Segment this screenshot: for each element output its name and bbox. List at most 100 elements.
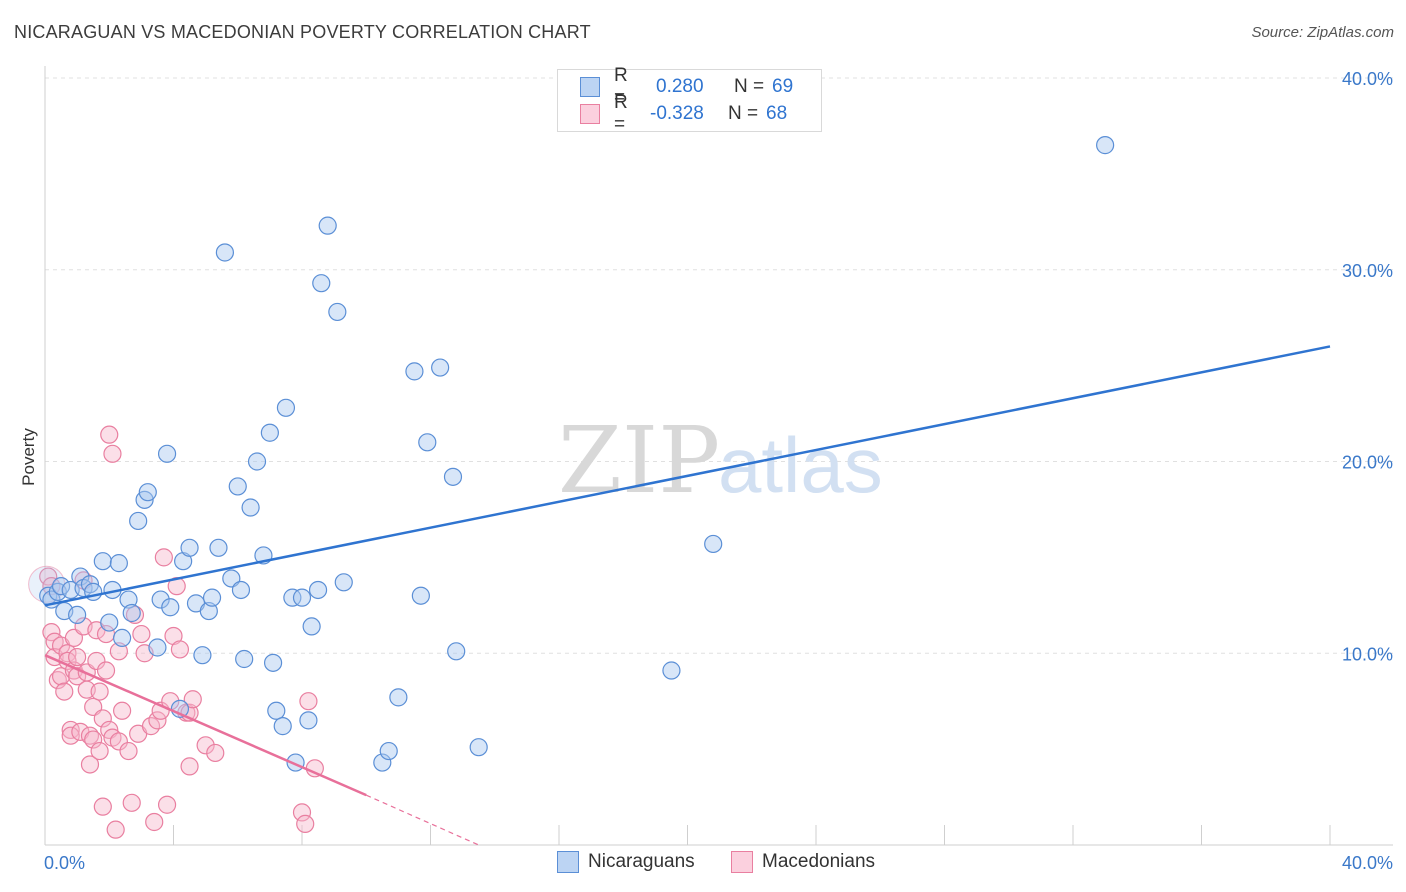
nicaraguan-point	[267, 701, 286, 720]
n-label: N =	[728, 103, 759, 124]
legend-item-macedonians[interactable]: Macedonians	[731, 851, 875, 873]
nicaraguan-point	[418, 433, 437, 452]
r-label: R =	[614, 92, 628, 135]
macedonian-point	[196, 736, 215, 755]
nicaraguans-points	[39, 136, 1115, 772]
nicaraguan-point	[292, 588, 312, 607]
pink-swatch-icon	[731, 851, 753, 873]
macedonians-points	[28, 425, 324, 839]
macedonian-point	[180, 757, 199, 776]
legend-label: Nicaraguans	[588, 851, 695, 872]
macedonian-point	[58, 644, 77, 663]
blue-swatch-icon	[580, 77, 600, 97]
macedonian-point	[42, 623, 61, 642]
nicaraguan-point	[193, 646, 212, 665]
macedonian-point	[125, 605, 145, 625]
n-label: N =	[734, 76, 765, 97]
nicaraguan-point	[180, 538, 199, 557]
nicaraguan-point	[373, 753, 392, 772]
series-legend: Nicaraguans Macedonians	[0, 851, 1406, 879]
macedonian-point	[148, 711, 167, 730]
nicaraguan-point	[273, 717, 292, 736]
nicaraguan-point	[68, 605, 87, 625]
nicaraguan-point	[308, 580, 328, 600]
macedonian-point	[109, 642, 128, 661]
y-tick-label: 30.0%	[1342, 261, 1393, 281]
macedonians-trend-line	[44, 654, 367, 797]
nicaraguan-point	[112, 628, 132, 648]
axes	[44, 66, 1393, 846]
nicaraguan-point	[209, 538, 228, 557]
nicaraguan-point	[662, 661, 681, 680]
macedonian-point	[55, 682, 74, 701]
macedonian-point	[145, 812, 164, 832]
legend-item-nicaraguans[interactable]: Nicaraguans	[557, 851, 695, 873]
legend-row-nicaraguans: R = 0.280 N = 69	[580, 65, 793, 108]
nicaraguan-point	[431, 358, 450, 377]
nicaraguan-point	[704, 534, 723, 554]
x-tick-label: 40.0%	[1342, 853, 1393, 873]
macedonian-point	[39, 567, 58, 586]
macedonian-point	[96, 661, 116, 680]
y-axis-label: Poverty	[19, 428, 38, 486]
macedonian-point	[87, 651, 106, 671]
macedonian-point	[103, 444, 122, 463]
macedonian-point	[119, 741, 138, 761]
nicaraguan-point	[302, 617, 321, 636]
nicaraguan-point	[138, 483, 157, 502]
gridlines	[45, 77, 1393, 654]
nicaraguan-point	[199, 601, 218, 621]
macedonian-point	[296, 814, 315, 834]
macedonian-point	[299, 692, 318, 711]
nicaraguan-point	[379, 741, 398, 761]
watermark: ZIP atlas	[558, 407, 883, 514]
macedonian-point	[109, 732, 128, 751]
nicaraguan-point	[443, 467, 463, 486]
nicaraguan-point	[241, 498, 260, 517]
macedonians-trend-extension	[366, 794, 479, 846]
nicaraguan-point	[215, 243, 234, 262]
y-tick-label: 40.0%	[1342, 69, 1393, 89]
nicaraguan-point	[260, 423, 279, 442]
macedonian-point	[100, 425, 119, 444]
nicaraguan-point	[100, 613, 119, 632]
macedonian-point	[90, 682, 109, 701]
nicaraguan-point	[469, 738, 488, 757]
nicaraguan-point	[129, 511, 148, 531]
nicaraguan-point	[389, 688, 408, 707]
nicaraguan-point	[119, 590, 138, 609]
nicaraguan-point	[276, 398, 296, 417]
nicaraguan-point	[411, 586, 430, 605]
macedonian-point	[84, 730, 103, 749]
macedonian-point	[183, 690, 202, 709]
macedonian-point	[90, 741, 109, 761]
tick-labels: 10.0% 20.0% 30.0% 40.0% 0.0% 40.0%	[44, 69, 1393, 873]
x-tick-label: 0.0%	[44, 853, 85, 873]
nicaraguan-point	[151, 590, 170, 609]
nicaraguan-point	[202, 588, 222, 607]
macedonian-point	[93, 797, 112, 816]
nicaraguan-point	[109, 554, 128, 573]
nicaraguan-point	[231, 580, 251, 600]
nicaraguan-point	[71, 567, 90, 586]
macedonian-point	[206, 743, 225, 763]
nicaraguan-point	[328, 302, 347, 322]
blue-swatch-icon	[557, 851, 579, 873]
macedonian-point	[132, 624, 151, 644]
nicaraguan-point	[1096, 136, 1115, 155]
nicaraguan-point	[51, 577, 71, 596]
nicaraguan-point	[157, 444, 177, 463]
nicaraguan-point	[122, 603, 141, 623]
n-value: 68	[766, 103, 788, 124]
macedonian-point	[106, 820, 125, 839]
nicaraguan-point	[161, 598, 180, 617]
nicaraguan-point	[228, 477, 247, 496]
legend-row-macedonians: R = -0.328 N = 68	[580, 92, 788, 135]
nicaraguan-point	[405, 362, 424, 381]
nicaraguan-point	[247, 452, 267, 471]
trend-lines	[44, 345, 1331, 846]
macedonian-point	[292, 803, 312, 822]
macedonian-point	[61, 726, 80, 745]
macedonian-point	[80, 755, 100, 774]
